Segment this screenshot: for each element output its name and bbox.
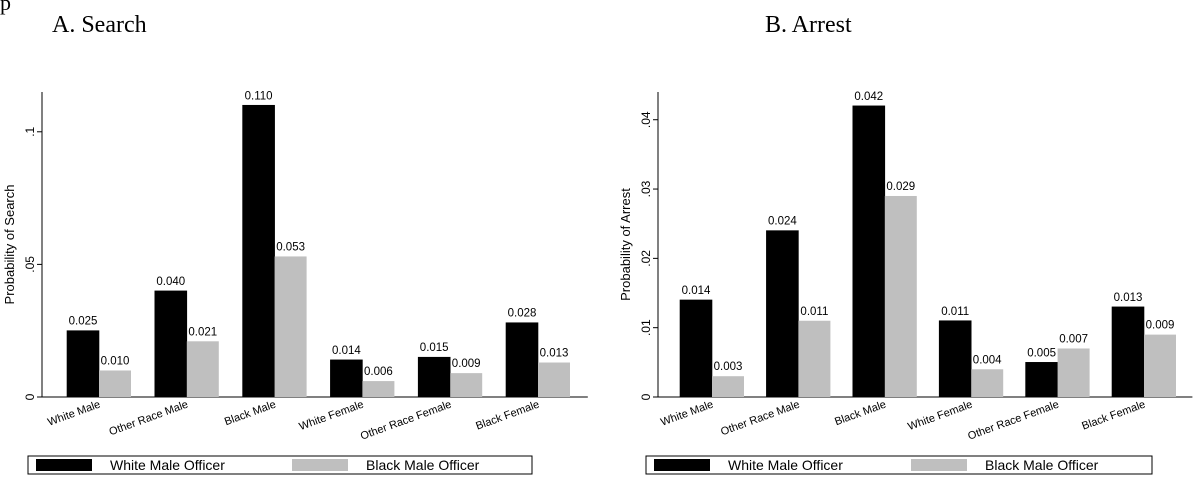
- bar-white-male-officer: [1025, 362, 1058, 398]
- bar-black-male-officer: [450, 373, 483, 397]
- bar-black-male-officer: [884, 195, 917, 397]
- bar-black-male-officer: [1057, 348, 1090, 397]
- panel-a-title: A. Search: [52, 12, 147, 38]
- bar-value-label: 0.015: [420, 342, 449, 354]
- x-category-label: Other Race Female: [966, 399, 1060, 443]
- x-category-label: Other Race Male: [108, 399, 190, 439]
- x-category-label: Other Race Male: [719, 399, 801, 439]
- bar-white-male-officer: [66, 330, 100, 398]
- legend-label: White Male Officer: [110, 457, 225, 473]
- bar-value-label: 0.003: [714, 361, 743, 373]
- bar-value-label: 0.014: [682, 285, 711, 297]
- bar-black-male-officer: [362, 381, 395, 397]
- x-category-label: White Male: [659, 399, 715, 429]
- y-tick-label: 0: [23, 393, 37, 400]
- bar-black-male-officer: [186, 341, 219, 397]
- bar-black-male-officer: [971, 369, 1004, 397]
- y-axis-label: Probability of Arrest: [618, 188, 633, 301]
- bar-value-label: 0.007: [1059, 333, 1088, 345]
- y-tick-label: .1: [23, 126, 37, 136]
- chart-panel-a: 0 .05 .1 Probability of Search 0.025 0.010 Whi…: [2, 90, 588, 475]
- bar-black-male-officer: [538, 362, 570, 397]
- x-category-label: Black Female: [474, 399, 541, 433]
- bar-white-male-officer: [417, 356, 451, 398]
- page-tag: p: [0, 0, 11, 15]
- panel-b-title: B. Arrest: [765, 12, 852, 38]
- legend-key-white-male-officer: [36, 459, 92, 471]
- bar-value-label: 0.013: [540, 348, 569, 360]
- bar-value-label: 0.024: [768, 216, 797, 228]
- bar-white-male-officer: [1111, 306, 1145, 398]
- bar-white-male-officer: [679, 299, 713, 398]
- bar-white-male-officer: [852, 105, 886, 398]
- bar-value-label: 0.025: [69, 316, 98, 328]
- bar-value-label: 0.005: [1027, 347, 1056, 359]
- legend-label: Black Male Officer: [366, 457, 480, 473]
- bar-white-male-officer: [505, 322, 539, 398]
- bar-value-label: 0.040: [156, 276, 185, 288]
- bar-value-label: 0.010: [101, 355, 130, 367]
- legend-key-black-male-officer: [911, 459, 967, 471]
- bar-black-male-officer: [274, 256, 307, 397]
- legend-box: [645, 455, 1153, 475]
- bar-white-male-officer: [938, 320, 972, 398]
- bar-black-male-officer: [1144, 334, 1176, 397]
- bar-white-male-officer: [766, 230, 799, 398]
- bar-value-label: 0.011: [800, 306, 828, 318]
- legend-key-black-male-officer: [292, 459, 348, 471]
- bar-value-label: 0.042: [854, 91, 883, 103]
- y-axis-label: Probability of Search: [2, 185, 17, 305]
- bar-white-male-officer: [242, 104, 275, 398]
- bar-black-male-officer: [712, 376, 744, 397]
- y-tick-label: .04: [639, 111, 653, 128]
- bar-value-label: 0.029: [886, 181, 915, 193]
- y-tick-label: .03: [639, 180, 653, 197]
- x-category-label: Black Male: [833, 399, 888, 429]
- bar-white-male-officer: [154, 290, 188, 398]
- y-tick-label: .02: [639, 250, 653, 267]
- legend: White Male Officer Black Male Officer: [645, 455, 1153, 475]
- x-category-label: Black Female: [1080, 399, 1147, 433]
- legend-box: [27, 455, 533, 475]
- bar-value-label: 0.004: [973, 354, 1002, 366]
- x-category-label: White Male: [46, 399, 102, 429]
- y-tick-label: .01: [639, 319, 653, 336]
- legend: White Male Officer Black Male Officer: [27, 455, 533, 475]
- x-category-label: White Female: [906, 399, 974, 433]
- bar-value-label: 0.006: [364, 366, 393, 378]
- x-category-label: Other Race Female: [359, 399, 453, 443]
- bar-value-label: 0.021: [188, 326, 217, 338]
- x-category-label: White Female: [298, 399, 366, 433]
- y-tick-label: .05: [23, 256, 37, 273]
- bar-value-label: 0.009: [1146, 320, 1175, 332]
- legend-label: Black Male Officer: [985, 457, 1099, 473]
- bar-value-label: 0.028: [508, 308, 537, 320]
- legend-key-white-male-officer: [654, 459, 710, 471]
- bar-value-label: 0.011: [941, 306, 969, 318]
- bar-value-label: 0.110: [245, 90, 273, 102]
- x-category-label: Black Male: [223, 399, 278, 429]
- bar-white-male-officer: [330, 359, 363, 398]
- bar-value-label: 0.009: [452, 358, 481, 370]
- y-tick-label: 0: [639, 393, 653, 400]
- bar-value-label: 0.053: [276, 241, 305, 253]
- chart-panel-b: 0 .01 .02 .03 .04 Probability of Arrest 0.014 0…: [618, 91, 1193, 475]
- bar-black-male-officer: [99, 370, 131, 397]
- legend-label: White Male Officer: [728, 457, 843, 473]
- bar-black-male-officer: [798, 320, 831, 397]
- bar-value-label: 0.013: [1114, 292, 1143, 304]
- bar-value-label: 0.014: [332, 345, 361, 357]
